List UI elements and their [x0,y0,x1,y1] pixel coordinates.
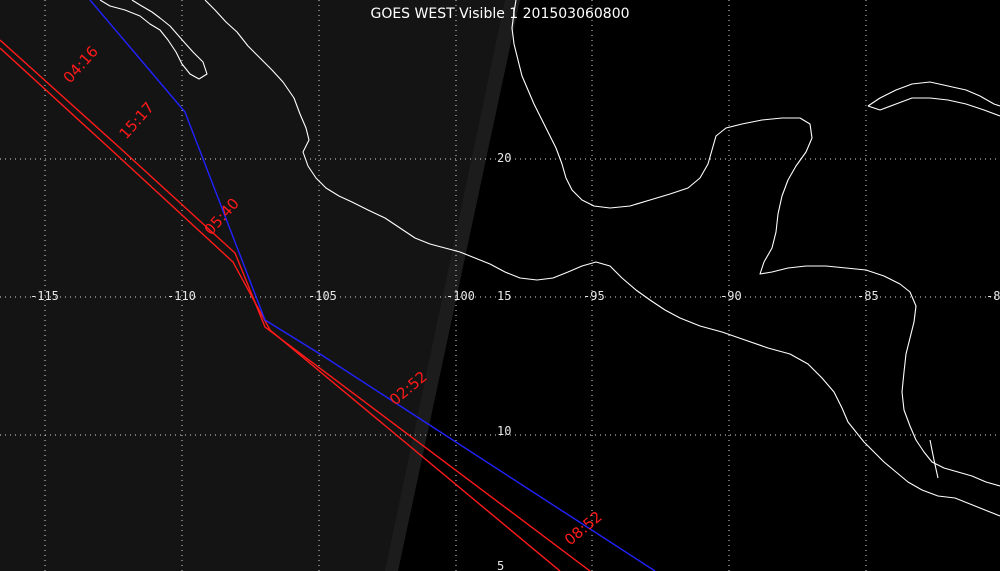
lon-label-80: -8 [986,289,1000,303]
latitude-labels: 20 15 10 5 [497,151,511,571]
longitude-labels: -115 -110 -105 -100 -95 -90 -85 -8 [30,289,1000,303]
border-line [929,439,939,479]
lat-label-5: 5 [497,559,504,571]
blue-track-line [89,0,656,571]
lon-label-100: -100 [446,289,475,303]
image-title: GOES WEST Visible 1 201503060800 [370,6,629,22]
lon-label-85: -85 [857,289,879,303]
night-side-shade [0,0,520,571]
baja-california-coast [99,0,208,80]
lon-label-115: -115 [30,289,59,303]
lon-label-105: -105 [308,289,337,303]
coastlines [99,0,1000,517]
gulf-of-mexico-coast [511,0,1000,487]
mexico-pacific-coast [204,0,1000,517]
terminator-band [385,0,520,571]
lon-label-90: -90 [720,289,742,303]
lat-label-10: 10 [497,424,511,438]
lon-label-110: -110 [167,289,196,303]
lon-label-95: -95 [583,289,605,303]
cuba-coast [867,81,1000,117]
lat-label-20: 20 [497,151,511,165]
lat-label-15: 15 [497,289,511,303]
red-track-line [0,39,591,571]
forecast-tracks [0,0,656,571]
red-track-line-2 [0,47,561,571]
